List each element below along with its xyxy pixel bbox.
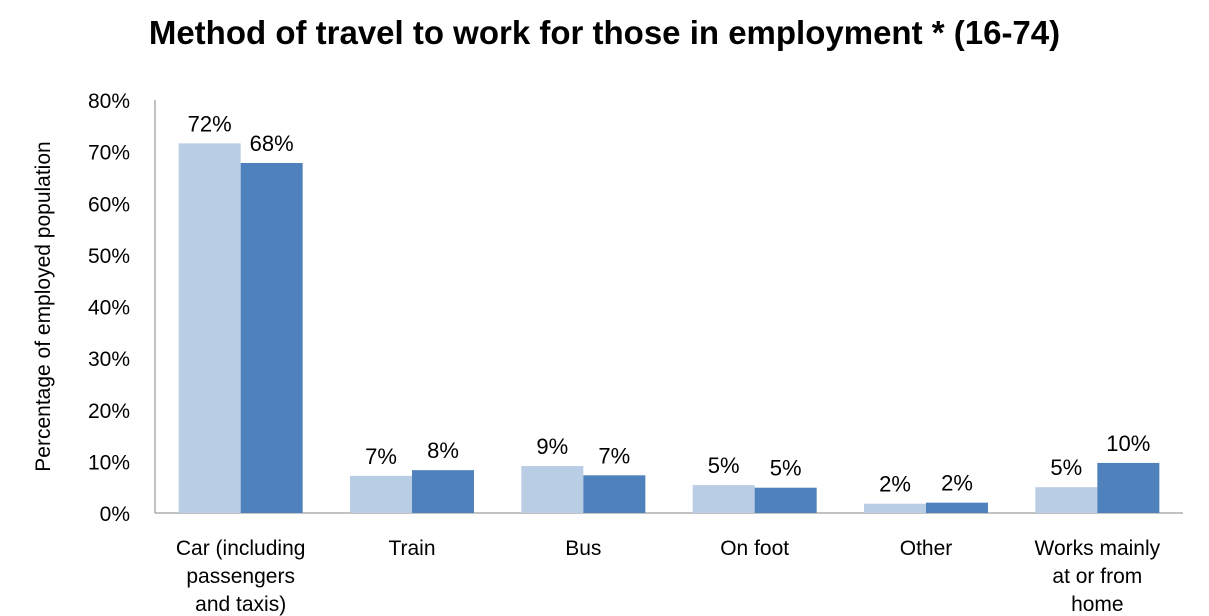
data-label: 2% [941, 471, 973, 496]
data-label: 10% [1106, 431, 1150, 456]
x-tick-label: home [1071, 593, 1124, 616]
y-tick-label: 10% [88, 451, 130, 474]
data-label: 7% [365, 444, 397, 469]
bar [1035, 487, 1098, 513]
bar [583, 475, 646, 513]
bar [692, 485, 755, 513]
x-tick-label: at or from [1052, 565, 1142, 588]
bar [521, 466, 584, 513]
x-tick-label: Train [388, 537, 435, 560]
x-tick-label: Other [900, 537, 953, 560]
x-tick-label: On foot [720, 537, 789, 560]
y-tick-label: 50% [88, 245, 130, 268]
bar [864, 503, 926, 513]
bar [240, 162, 303, 514]
data-label: 2% [879, 472, 911, 497]
bar [412, 470, 474, 513]
data-label: 7% [598, 443, 630, 468]
bar [178, 143, 241, 514]
y-axis-title: Percentage of employed population [32, 141, 55, 471]
bar [926, 502, 988, 513]
bar [754, 487, 817, 513]
x-tick-label: Car (including [176, 537, 306, 560]
y-tick-label: 70% [88, 142, 130, 165]
chart-title: Method of travel to work for those in em… [148, 14, 1061, 51]
y-tick-label: 40% [88, 297, 130, 320]
x-tick-label: Bus [565, 537, 601, 560]
data-label: 5% [708, 453, 740, 478]
x-tick-label: passengers [186, 565, 295, 588]
data-label: 5% [770, 456, 802, 481]
y-tick-label: 80% [88, 90, 130, 113]
bar [350, 475, 412, 513]
y-tick-label: 20% [88, 400, 130, 423]
data-label: 68% [250, 131, 294, 156]
bar [1097, 462, 1160, 513]
data-label: 72% [188, 111, 232, 136]
data-label: 5% [1050, 455, 1082, 480]
data-label: 8% [427, 438, 459, 463]
x-tick-label: and taxis) [195, 593, 286, 616]
y-tick-label: 30% [88, 348, 130, 371]
x-tick-label: Works mainly [1035, 537, 1161, 560]
y-tick-label: 60% [88, 193, 130, 216]
data-label: 9% [536, 434, 568, 459]
y-tick-label: 0% [100, 503, 130, 526]
